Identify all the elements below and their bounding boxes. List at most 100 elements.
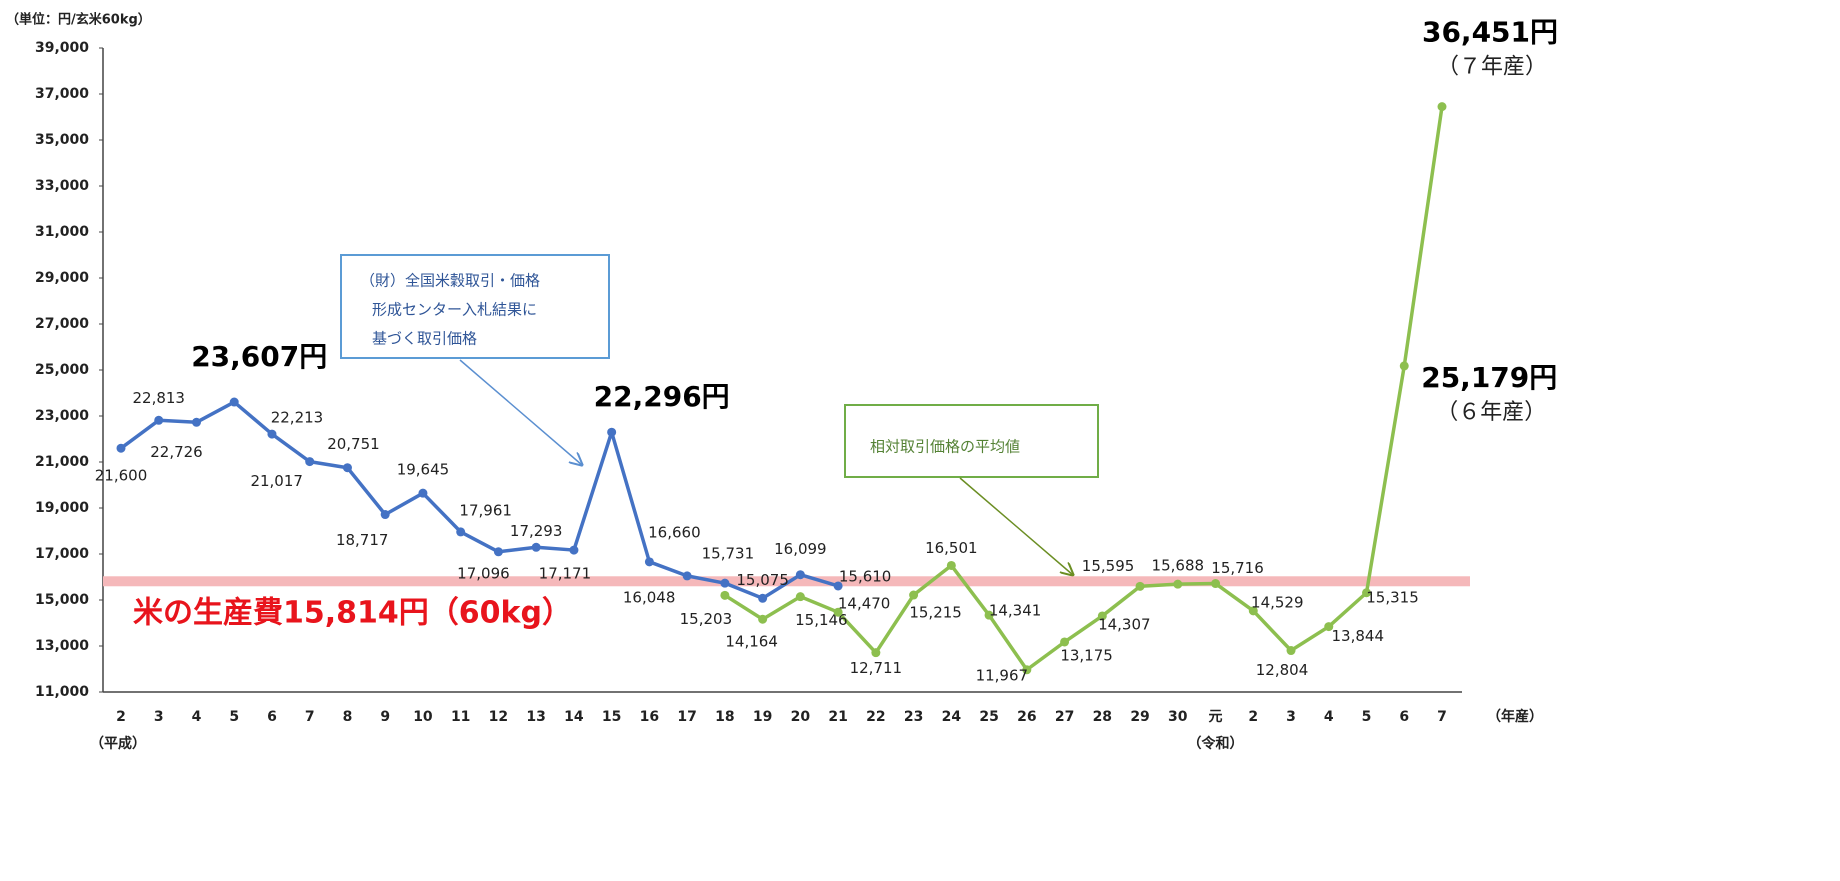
data-label: 14,529 <box>1251 593 1304 611</box>
data-point <box>1437 102 1447 112</box>
x-tick-label: 7 <box>1437 709 1447 725</box>
data-point <box>1097 611 1107 621</box>
data-label: 17,293 <box>510 522 563 540</box>
data-label: 12,804 <box>1256 661 1309 679</box>
y-tick-label: 11,000 <box>35 684 89 700</box>
data-point <box>531 542 541 552</box>
y-tick-label: 19,000 <box>35 500 89 516</box>
y-tick-label: 33,000 <box>35 178 89 194</box>
data-point <box>682 571 692 581</box>
x-tick-label: 23 <box>904 709 923 725</box>
data-point <box>833 607 843 617</box>
data-point <box>1135 581 1145 591</box>
series-line <box>119 400 839 601</box>
x-tick-label: 29 <box>1130 709 1149 725</box>
data-point <box>1286 646 1296 656</box>
data-point <box>493 547 503 557</box>
data-point <box>946 560 956 570</box>
data-label: 15,595 <box>1082 557 1135 575</box>
data-label: 14,470 <box>838 595 891 613</box>
data-label: 15,315 <box>1366 588 1419 606</box>
data-label: 21,017 <box>250 472 303 490</box>
annotation-text: 形成センター入札結果に <box>372 301 537 319</box>
data-label: 22,813 <box>132 389 185 407</box>
x-tick-label: 6 <box>1399 709 1409 725</box>
data-point <box>305 457 315 467</box>
data-point <box>569 545 579 555</box>
x-axis-label: （年産） <box>1487 708 1543 725</box>
data-label: 13,175 <box>1060 646 1113 664</box>
callout-label: 23,607円 <box>191 340 327 373</box>
y-tick-label: 23,000 <box>35 408 89 424</box>
x-tick-label: 28 <box>1093 709 1112 725</box>
x-tick-label: 14 <box>564 709 584 725</box>
x-tick-label: 18 <box>715 709 734 725</box>
callout-label: 36,451円 <box>1422 16 1558 49</box>
data-label: 15,215 <box>909 604 962 622</box>
callout-label: 25,179円 <box>1421 361 1557 394</box>
data-label: 16,048 <box>623 588 676 606</box>
y-tick-label: 27,000 <box>35 316 89 332</box>
reference-label: 米の生産費15,814円（60kg） <box>133 596 572 631</box>
x-tick-label: 15 <box>602 709 621 725</box>
data-point <box>116 443 126 453</box>
annotation-arrow <box>959 477 1073 575</box>
data-label: 14,164 <box>725 633 778 651</box>
data-point <box>418 488 428 498</box>
annotation-box <box>340 254 610 359</box>
x-tick-label: 27 <box>1055 709 1074 725</box>
x-tick-label: 2 <box>116 709 126 725</box>
x-tick-label: 25 <box>979 709 998 725</box>
x-tick-label: 12 <box>489 709 508 725</box>
x-tick-label: 4 <box>192 709 202 725</box>
y-tick-label: 39,000 <box>35 40 89 56</box>
data-label: 21,600 <box>95 467 148 485</box>
data-label: 16,099 <box>774 540 827 558</box>
y-tick-label: 31,000 <box>35 224 89 240</box>
data-label: 13,844 <box>1332 627 1385 645</box>
data-label: 17,171 <box>539 565 592 583</box>
callout-note: （７年産） <box>1437 55 1547 80</box>
x-tick-label: 5 <box>229 709 239 725</box>
data-point <box>342 463 352 473</box>
unit-label: （単位：円/玄米60kg） <box>6 12 151 28</box>
data-point <box>267 429 277 439</box>
data-point <box>833 581 843 591</box>
callout-note: （６年産） <box>1436 400 1546 425</box>
data-point <box>380 510 390 520</box>
annotation-box <box>844 404 1099 478</box>
data-label: 15,731 <box>702 545 755 563</box>
y-tick-label: 25,000 <box>35 362 89 378</box>
y-tick-label: 13,000 <box>35 638 89 654</box>
y-tick-label: 21,000 <box>35 454 89 470</box>
data-point <box>1060 637 1070 647</box>
data-point <box>909 590 919 600</box>
data-point <box>1211 579 1221 589</box>
era-label: （平成） <box>90 735 146 752</box>
data-label: 19,645 <box>397 461 450 479</box>
data-point <box>456 527 466 537</box>
x-tick-label: 2 <box>1248 709 1258 725</box>
annotation-text: 相対取引価格の平均値 <box>870 438 1020 456</box>
data-point <box>644 557 654 567</box>
x-tick-label: 3 <box>1286 709 1296 725</box>
y-tick-label: 37,000 <box>35 86 89 102</box>
data-point <box>758 614 768 624</box>
data-label: 17,961 <box>459 501 512 519</box>
x-tick-label: 7 <box>305 709 315 725</box>
x-tick-label: 3 <box>154 709 164 725</box>
callout-label: 22,296円 <box>594 380 730 413</box>
y-tick-label: 29,000 <box>35 270 89 286</box>
data-point <box>720 578 730 588</box>
data-point <box>1022 665 1032 675</box>
reference-line <box>103 576 1470 587</box>
series-line <box>723 106 1444 672</box>
data-label: 20,751 <box>327 435 380 453</box>
x-tick-label: 17 <box>677 709 696 725</box>
data-point <box>795 570 805 580</box>
x-tick-label: 5 <box>1362 709 1372 725</box>
data-label: 15,716 <box>1211 559 1264 577</box>
x-tick-label: 30 <box>1168 709 1188 725</box>
data-label: 16,501 <box>925 539 978 557</box>
